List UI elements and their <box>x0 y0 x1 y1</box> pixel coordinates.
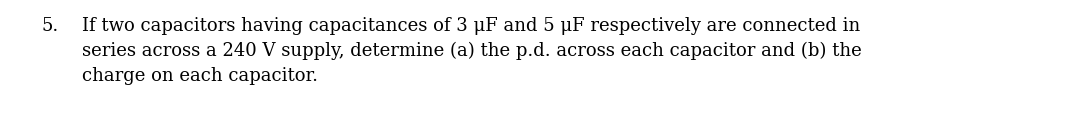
Text: series across a 240 V supply, determine (a) the p.d. across each capacitor and (: series across a 240 V supply, determine … <box>82 42 861 60</box>
Text: If two capacitors having capacitances of 3 μF and 5 μF respectively are connecte: If two capacitors having capacitances of… <box>82 17 860 35</box>
Text: 5.: 5. <box>41 17 59 35</box>
Text: charge on each capacitor.: charge on each capacitor. <box>82 67 318 85</box>
